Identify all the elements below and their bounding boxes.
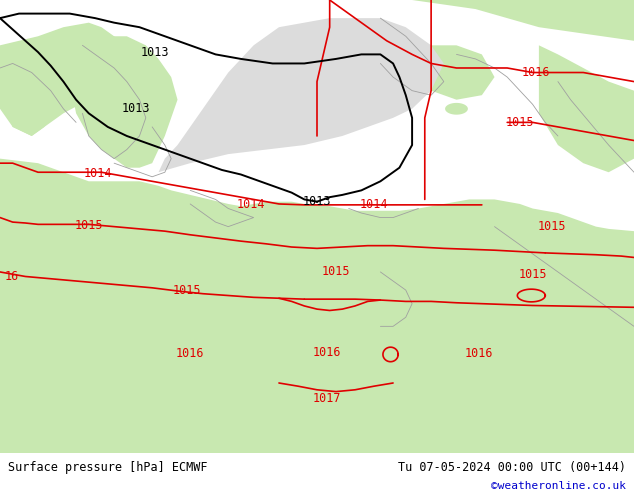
Polygon shape: [380, 46, 495, 99]
Polygon shape: [70, 36, 178, 168]
Polygon shape: [358, 76, 377, 87]
Polygon shape: [539, 46, 634, 172]
Text: 1014: 1014: [236, 198, 264, 211]
Text: 1016: 1016: [465, 347, 493, 360]
Polygon shape: [0, 159, 634, 453]
Text: 1014: 1014: [360, 198, 388, 211]
Polygon shape: [158, 18, 444, 172]
Text: 1015: 1015: [173, 284, 201, 296]
Polygon shape: [445, 103, 468, 115]
Text: 1016: 1016: [522, 66, 550, 79]
Text: Tu 07-05-2024 00:00 UTC (00+144): Tu 07-05-2024 00:00 UTC (00+144): [398, 462, 626, 474]
Text: 1013: 1013: [303, 195, 331, 208]
Text: 1015: 1015: [519, 268, 547, 281]
Text: 1015: 1015: [322, 266, 350, 278]
Text: Surface pressure [hPa] ECMWF: Surface pressure [hPa] ECMWF: [8, 462, 207, 474]
Polygon shape: [412, 0, 634, 41]
Text: 1016: 1016: [176, 347, 204, 360]
Polygon shape: [336, 57, 361, 70]
Polygon shape: [0, 82, 51, 136]
Text: 1015: 1015: [506, 116, 534, 129]
Text: 1017: 1017: [313, 392, 340, 405]
Text: 1015: 1015: [538, 220, 566, 233]
Text: ©weatheronline.co.uk: ©weatheronline.co.uk: [491, 481, 626, 490]
Polygon shape: [0, 23, 127, 136]
Text: 1016: 1016: [313, 346, 340, 359]
Text: 16: 16: [4, 270, 18, 283]
Polygon shape: [415, 69, 447, 85]
Text: 1013: 1013: [141, 46, 169, 59]
Text: 1014: 1014: [84, 167, 112, 180]
Text: 1015: 1015: [75, 219, 103, 232]
Text: 1013: 1013: [122, 102, 150, 115]
